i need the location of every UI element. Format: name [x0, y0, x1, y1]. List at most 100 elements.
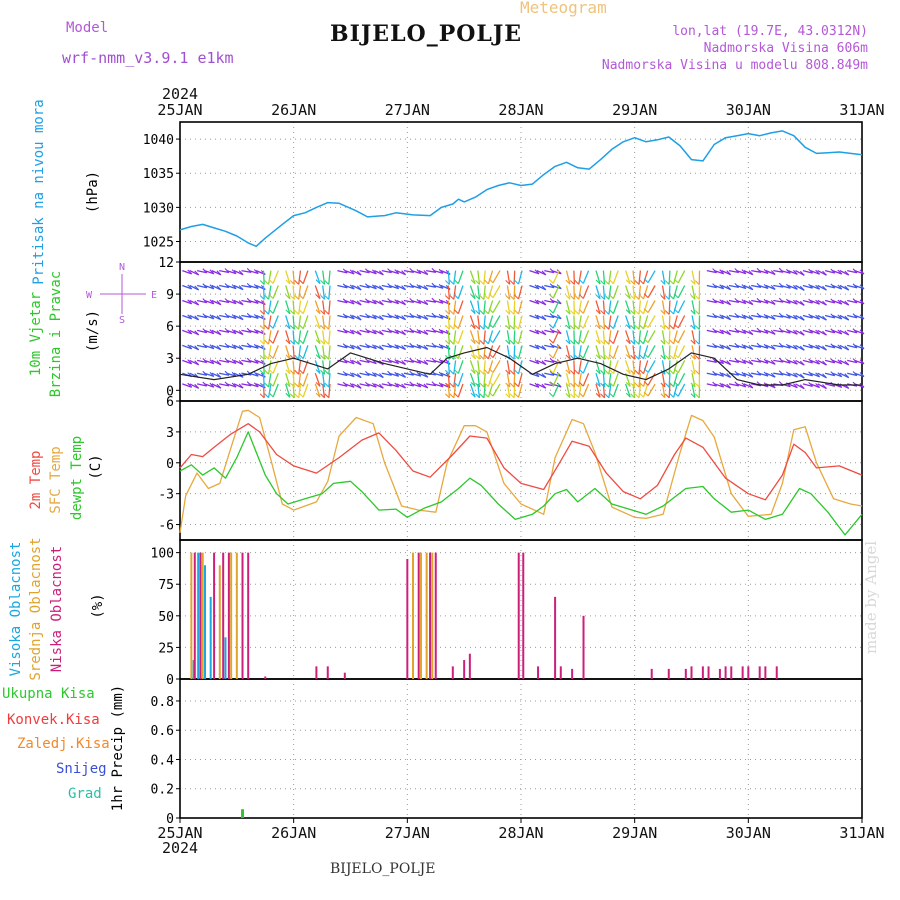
wind-barb [292, 285, 295, 300]
wind-barb [743, 329, 754, 336]
wind-barb-flag [643, 391, 649, 397]
wind-barb [328, 330, 331, 345]
wind-barb [713, 329, 724, 335]
wind-barb [638, 330, 642, 345]
wind-barb [536, 329, 547, 336]
wind-barb [544, 359, 555, 364]
wind-barb [573, 330, 576, 345]
wind-barb [691, 373, 696, 388]
wind-barb-flag [479, 310, 485, 315]
wind-barb-flag [423, 372, 429, 378]
wind-barb [551, 372, 562, 377]
wind-barb-flag [475, 354, 480, 360]
wind-barb [219, 329, 230, 334]
wind-barb-flag [565, 309, 571, 315]
wind-barb [433, 284, 444, 289]
wind-barb-flag [741, 359, 747, 364]
wind-barb-flag [259, 393, 265, 399]
wind-barb [344, 284, 355, 290]
wind-barb [267, 285, 272, 300]
wind-barb-flag [509, 382, 515, 388]
wind-barb [366, 383, 377, 388]
wind-barb-flag [763, 358, 769, 364]
wind-barb [758, 372, 769, 377]
wind-barb-flag [595, 369, 601, 375]
wind-barb-flag [793, 269, 798, 275]
wind-barb [374, 372, 384, 379]
wind-barb [204, 284, 215, 290]
wind-barb [285, 360, 291, 374]
wind-barb [211, 270, 222, 276]
wind-barb [647, 345, 656, 358]
wind-barb-flag [574, 279, 580, 285]
wind-barb-flag [294, 393, 300, 399]
wind-barb-flag [514, 279, 519, 285]
wind-barb [314, 372, 321, 387]
wind-barb-flag [578, 279, 584, 284]
wind-barb [691, 270, 696, 285]
wind-barb-flag [669, 393, 674, 398]
wind-barb [267, 330, 272, 345]
wind-barb-flag [349, 314, 355, 320]
wind-barb-flag [320, 310, 325, 315]
wind-barb [322, 300, 326, 315]
wind-barb [396, 329, 406, 336]
wind-barb [573, 373, 576, 388]
x-tick-label-top: 31JAN [839, 101, 884, 119]
wind-barb [425, 284, 437, 288]
wind-barb [854, 284, 865, 290]
wind-barb [832, 372, 843, 378]
wind-barb [328, 383, 331, 398]
wind-barb [418, 284, 429, 291]
wind-barb [691, 383, 696, 398]
wind-barb-flag [673, 323, 679, 329]
wind-barb-flag [822, 345, 827, 351]
wind-barb [758, 359, 769, 364]
wind-barb-flag [298, 294, 304, 300]
wind-barb-flag [438, 371, 444, 377]
x-tick-label-bottom: 28JAN [498, 824, 543, 842]
wind-barb [573, 270, 576, 285]
wind-barb [344, 359, 355, 365]
wind-barb-flag [643, 338, 649, 343]
wind-barb [374, 299, 384, 306]
wind-barb [447, 270, 451, 285]
wind-barb-flag [438, 283, 444, 289]
wind-barb-flag [289, 382, 295, 388]
wind-barb-flag [604, 339, 610, 345]
precip-legend-item: Grad [68, 786, 102, 802]
wind-barb-flag [793, 383, 798, 388]
wind-barb [624, 285, 631, 299]
wind-barb-flag [289, 369, 295, 375]
wind-barb [182, 314, 192, 320]
wind-barb [565, 360, 571, 375]
wind-barb [211, 344, 222, 351]
wind-barb-flag [548, 381, 554, 387]
wind-barb [453, 315, 457, 330]
wind-barb-flag [799, 300, 805, 306]
wind-barb [298, 373, 302, 388]
wind-barb-flag [445, 325, 450, 330]
wind-barb-flag [570, 340, 575, 345]
wind-barb [578, 360, 582, 375]
x-tick-label-top: 27JAN [385, 101, 430, 119]
wind-barb [433, 344, 444, 349]
y-tick-label: 0 [166, 812, 174, 827]
wind-barb [582, 360, 590, 374]
compass-s: S [119, 315, 125, 326]
wind-barb [344, 299, 355, 305]
wind-barb [565, 270, 571, 285]
wind-barb [706, 284, 717, 289]
wind-barb [219, 372, 230, 376]
wind-barb-flag [320, 324, 325, 330]
wind-barb-flag [815, 359, 820, 365]
wind-barb [226, 383, 237, 388]
wind-barb-flag [289, 280, 295, 285]
wind-barb [196, 359, 207, 364]
wind-barb-flag [548, 368, 554, 374]
wind-barb [677, 270, 686, 284]
wind-barb-flag [187, 382, 193, 388]
wind-barb [642, 270, 649, 285]
wind-barb-flag [187, 269, 193, 275]
wind-barb [713, 314, 724, 320]
